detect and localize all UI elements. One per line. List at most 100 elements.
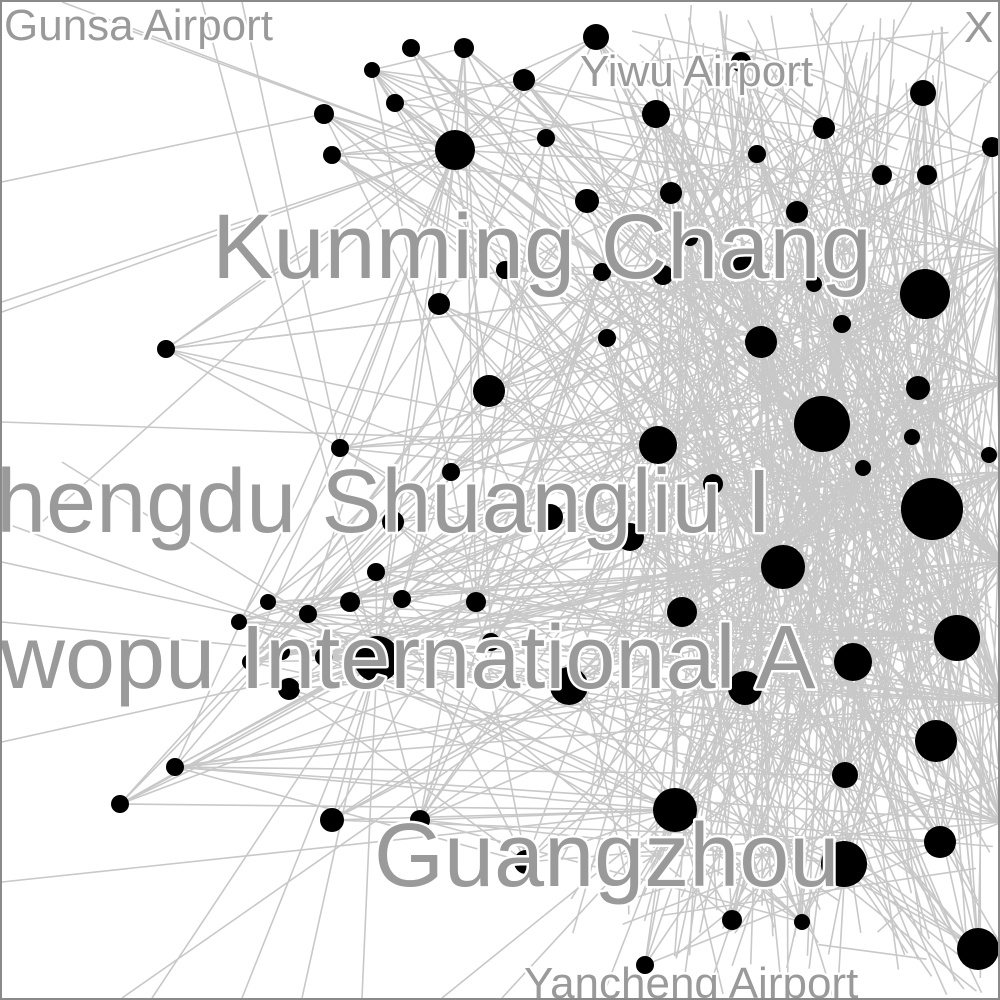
route-edge	[2, 809, 676, 883]
route-edge	[655, 220, 679, 768]
route-edge	[523, 79, 664, 276]
route-edge	[632, 106, 722, 670]
airport-node	[513, 69, 535, 91]
route-edge	[717, 826, 723, 876]
route-edge	[840, 40, 876, 337]
route-edge	[371, 47, 465, 71]
route-edge	[668, 347, 679, 376]
route-edge	[769, 873, 781, 973]
route-edge	[2, 421, 659, 446]
airport-node	[636, 956, 654, 974]
route-edge	[745, 261, 919, 389]
route-edge	[717, 611, 906, 666]
route-edge	[592, 432, 648, 585]
route-edge	[174, 766, 846, 776]
route-edge	[119, 803, 676, 811]
airport-node	[242, 654, 258, 670]
airport-node	[855, 460, 871, 476]
route-edge	[490, 261, 747, 643]
airport-node	[367, 563, 385, 581]
route-edge	[988, 301, 998, 456]
route-edge	[766, 565, 775, 844]
route-edge	[2, 149, 456, 313]
route-edge	[661, 172, 694, 669]
airport-node	[496, 261, 514, 279]
route-edge	[766, 161, 845, 393]
route-edge	[2, 658, 378, 743]
route-edge	[249, 149, 456, 663]
route-edge	[307, 149, 456, 615]
route-edge	[664, 388, 933, 412]
route-edge	[786, 555, 915, 694]
route-edge	[165, 149, 456, 350]
route-edge	[410, 47, 588, 202]
route-edge	[331, 154, 823, 425]
route-edge	[504, 269, 659, 446]
route-edge	[121, 685, 570, 998]
route-edge	[602, 609, 686, 705]
route-edge	[617, 215, 630, 915]
airport-node	[745, 326, 777, 358]
route-edge	[371, 69, 998, 252]
route-edge	[681, 352, 888, 836]
route-edge	[651, 62, 781, 310]
route-edge	[565, 293, 967, 637]
route-edge	[677, 112, 800, 438]
airport-node	[299, 605, 317, 623]
route-edge	[674, 786, 881, 957]
route-edge	[871, 422, 892, 782]
route-edge	[2, 561, 570, 687]
route-edge	[475, 561, 998, 603]
label-yancheng-airport: Yancheng Airport	[524, 959, 858, 998]
route-edge	[241, 658, 378, 998]
route-edge	[625, 578, 973, 721]
route-edge	[806, 53, 847, 956]
airport-node	[402, 39, 420, 57]
route-edge	[119, 192, 672, 805]
route-edge	[639, 569, 965, 990]
route-edge	[331, 154, 672, 194]
route-edge	[638, 706, 795, 727]
airport-node	[428, 293, 450, 315]
route-edge	[323, 444, 659, 658]
airport-node	[320, 808, 344, 832]
route-edge	[525, 821, 998, 863]
airport-node	[616, 523, 644, 551]
airport-node	[917, 165, 937, 185]
route-edge	[643, 583, 737, 922]
route-edge	[845, 41, 911, 338]
route-edge	[475, 192, 672, 603]
route-edge	[866, 516, 913, 801]
route-edge	[438, 149, 456, 305]
route-edge	[630, 359, 770, 599]
airport-node	[364, 62, 380, 78]
route-edge	[410, 47, 803, 923]
route-edge	[586, 61, 742, 202]
route-edge	[818, 943, 927, 960]
airport-node	[278, 678, 300, 700]
airport-node	[583, 24, 609, 50]
route-edge	[687, 216, 979, 902]
route-edge	[394, 102, 758, 155]
route-edge	[288, 688, 527, 863]
route-edge	[545, 36, 597, 139]
route-edge	[923, 543, 995, 828]
route-edge	[625, 91, 830, 585]
airport-node	[794, 914, 810, 930]
airport-node	[731, 52, 751, 72]
route-edge	[643, 574, 773, 895]
route-edge	[627, 37, 666, 102]
airport-node	[660, 182, 682, 204]
route-edge	[419, 516, 551, 821]
route-edge	[695, 613, 896, 774]
airport-node	[354, 636, 400, 682]
route-edge	[739, 108, 891, 629]
route-edge	[331, 154, 506, 271]
route-edge	[808, 786, 832, 969]
route-edge	[749, 332, 772, 965]
airport-node	[331, 439, 349, 457]
route-edge	[605, 235, 877, 534]
airport-node	[806, 276, 822, 292]
airport-node	[794, 396, 850, 452]
